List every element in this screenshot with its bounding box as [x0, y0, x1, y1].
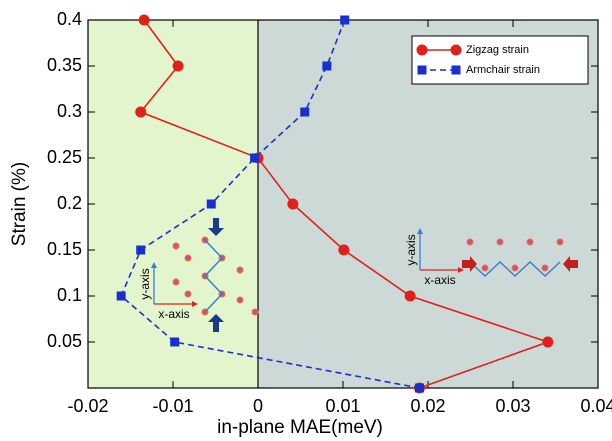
x-tick-label: 0.03	[495, 396, 530, 416]
atom	[236, 296, 244, 304]
x-tick-label: -0.02	[67, 396, 108, 416]
y-tick-label: 0.05	[47, 331, 82, 351]
legend-label: Zigzag strain	[466, 44, 529, 56]
x-tick-label: 0.04	[580, 396, 612, 416]
marker	[338, 244, 350, 256]
y-tick-label: 0.1	[57, 285, 82, 305]
marker	[250, 153, 260, 163]
inset-arrowhead	[458, 267, 464, 273]
x-tick-label: 0.01	[325, 396, 360, 416]
atom	[511, 264, 519, 272]
insets: y-axis x-axis y-axis x-axis	[138, 218, 578, 332]
inset-chain	[203, 239, 224, 313]
legend: Zigzag strain Armchair strain	[411, 35, 589, 85]
marker	[138, 14, 150, 26]
marker	[542, 336, 554, 348]
x-tick-label: -0.01	[152, 396, 193, 416]
inset-chain	[469, 260, 561, 278]
atom	[184, 254, 192, 262]
legend-box	[411, 35, 589, 85]
inset-arrowhead	[151, 262, 157, 268]
y-axis-title: Strain (%)	[9, 162, 30, 246]
inset-arrowhead	[417, 228, 423, 234]
atom	[496, 238, 504, 246]
marker	[451, 65, 461, 75]
marker	[170, 337, 180, 347]
marker	[206, 199, 216, 209]
marker	[116, 291, 126, 301]
atom	[526, 238, 534, 246]
x-tick-label: 0.02	[410, 396, 445, 416]
atom	[172, 278, 180, 286]
inset-arrowhead	[192, 301, 198, 307]
inset-label: y-axis	[138, 268, 152, 299]
inset-label: x-axis	[158, 307, 189, 321]
atom	[481, 264, 489, 272]
x-tick-label: 0	[253, 396, 263, 416]
marker	[172, 60, 184, 72]
atom	[466, 238, 474, 246]
marker	[340, 15, 350, 25]
marker	[404, 290, 416, 302]
y-tick-label: 0.4	[57, 9, 82, 29]
x-axis-title: in-plane MAE(meV)	[217, 417, 383, 438]
inset-label: y-axis	[404, 234, 418, 265]
region-negative	[88, 20, 258, 388]
marker	[287, 198, 299, 210]
marker	[135, 106, 147, 118]
marker	[416, 44, 428, 56]
y-tick-label: 0.2	[57, 193, 82, 213]
marker	[415, 383, 424, 393]
atom	[172, 242, 180, 250]
plot: Zigzag strain Armchair strain	[87, 14, 599, 394]
inset-label: x-axis	[424, 273, 455, 287]
marker	[322, 61, 332, 71]
marker	[136, 245, 146, 255]
atom	[184, 290, 192, 298]
inset-press	[462, 256, 477, 272]
atom	[541, 264, 549, 272]
legend-label: Armchair strain	[466, 64, 540, 76]
y-tick-label: 0.35	[47, 55, 82, 75]
y-tick-label: 0.25	[47, 147, 82, 167]
inset-press	[563, 256, 578, 272]
marker	[450, 44, 462, 56]
marker	[300, 107, 310, 117]
y-tick-label: 0.3	[57, 101, 82, 121]
inset-press	[208, 218, 224, 236]
atom	[236, 266, 244, 274]
atom	[556, 238, 564, 246]
y-tick-label: 0.15	[47, 239, 82, 259]
marker	[417, 65, 427, 75]
inset-press	[208, 314, 224, 332]
atom	[251, 308, 259, 316]
